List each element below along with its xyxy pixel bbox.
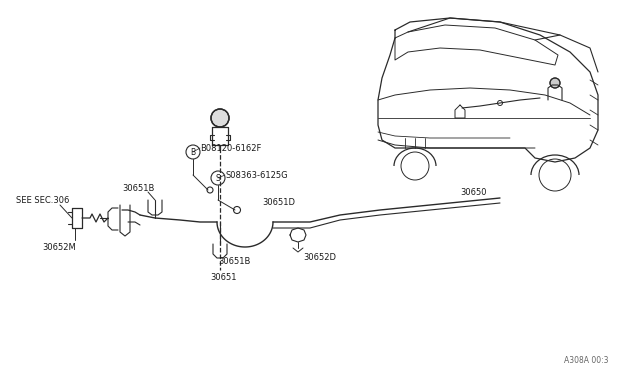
Text: A308A 00:3: A308A 00:3 <box>563 356 608 365</box>
Text: 30651D: 30651D <box>262 198 295 206</box>
Text: 30651B: 30651B <box>218 257 250 266</box>
Text: S08363-6125G: S08363-6125G <box>225 170 287 180</box>
Text: B08120-6162F: B08120-6162F <box>200 144 261 153</box>
Circle shape <box>211 109 229 127</box>
Text: 30651: 30651 <box>210 273 237 282</box>
Circle shape <box>550 78 560 88</box>
Text: 30651B: 30651B <box>122 183 154 192</box>
Text: 30650: 30650 <box>460 187 486 196</box>
Text: SEE SEC.306: SEE SEC.306 <box>16 196 69 205</box>
Text: 30652M: 30652M <box>42 244 76 253</box>
Text: S: S <box>216 173 220 183</box>
Text: B: B <box>191 148 196 157</box>
Text: 30652D: 30652D <box>303 253 336 263</box>
